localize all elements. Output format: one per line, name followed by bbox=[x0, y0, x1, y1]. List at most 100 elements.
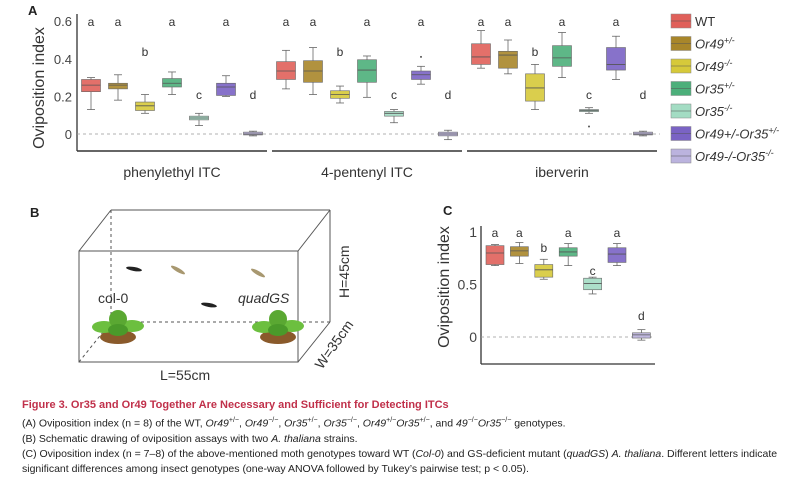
box-plot-item: d bbox=[438, 88, 458, 141]
caption-line: (C) Oviposition index (n = 7–8) of the a… bbox=[22, 447, 778, 475]
box-plot-item: d bbox=[243, 88, 263, 137]
plant-quadgs-icon bbox=[252, 310, 304, 344]
moth-icon bbox=[171, 265, 185, 275]
significance-letter: a bbox=[169, 15, 176, 29]
label-col-0: col-0 bbox=[98, 290, 129, 306]
box-plot-item: c bbox=[189, 88, 209, 126]
significance-letter: a bbox=[505, 15, 512, 29]
box-plot-item: d bbox=[633, 88, 653, 137]
significance-letter: b bbox=[532, 45, 539, 59]
label-quadgs: quadGS bbox=[238, 290, 290, 306]
significance-letter: a bbox=[223, 15, 230, 29]
legend-item: Or49+/-Or35+/- bbox=[670, 126, 779, 142]
box-plot-item: a bbox=[411, 15, 431, 85]
panel-label-b: B bbox=[30, 205, 40, 220]
y-tick-label: 0.5 bbox=[458, 277, 478, 293]
panel-b-schematic: col-0 quadGS L=55cm H=45cm W=35cm bbox=[78, 209, 356, 383]
y-axis-label: Oviposition index bbox=[436, 226, 453, 348]
legend-item: Or49+/- bbox=[670, 36, 735, 52]
box bbox=[606, 47, 626, 71]
box-plot-item: a bbox=[485, 226, 505, 267]
box bbox=[81, 79, 101, 93]
outlier-point bbox=[420, 55, 422, 58]
y-axis-label: Oviposition index bbox=[31, 27, 48, 149]
y-tick-label: 0 bbox=[65, 127, 72, 142]
box bbox=[583, 277, 602, 291]
panel-label-a: A bbox=[28, 3, 38, 18]
significance-letter: d bbox=[638, 309, 645, 323]
figure-caption: Figure 3. Or35 and Or49 Together Are Nec… bbox=[22, 398, 792, 477]
y-tick-label: 0.4 bbox=[54, 52, 72, 67]
box bbox=[162, 78, 182, 88]
y-tick-label: 0.6 bbox=[54, 14, 72, 29]
box bbox=[552, 45, 572, 67]
box-plot-item: a bbox=[558, 226, 578, 267]
box bbox=[243, 131, 263, 136]
legend-item: Or35+/- bbox=[670, 81, 735, 97]
box-plot-item: a bbox=[607, 226, 627, 267]
legend: WT Or49+/- Or49-/- Or35+/- Or35-/- Or49+/-Or3… bbox=[670, 13, 779, 164]
legend-label: Or35-/- bbox=[695, 103, 732, 119]
significance-letter: a bbox=[559, 15, 566, 29]
significance-letter: a bbox=[310, 15, 317, 29]
significance-letter: a bbox=[565, 226, 572, 240]
label-length: L=55cm bbox=[160, 367, 210, 383]
y-tick-label: 0 bbox=[469, 329, 477, 345]
box-plot-item: a bbox=[216, 15, 236, 97]
box bbox=[534, 264, 554, 278]
legend-item: Or49-/- bbox=[670, 58, 732, 74]
box-plot-item: a bbox=[303, 15, 323, 95]
panel-label-c: C bbox=[443, 203, 453, 218]
significance-letter: a bbox=[613, 15, 620, 29]
box bbox=[411, 70, 431, 80]
outlier-point bbox=[588, 125, 590, 128]
significance-letter: b bbox=[337, 45, 344, 59]
box-front-face bbox=[78, 250, 299, 363]
significance-letter: a bbox=[418, 15, 425, 29]
significance-letter: c bbox=[196, 88, 202, 102]
legend-label: Or49+/-Or35+/- bbox=[695, 126, 779, 142]
box-plot-item: b bbox=[135, 45, 155, 114]
label-width: W=35cm bbox=[311, 317, 356, 372]
caption-line: (A) Oviposition index (n = 8) of the WT,… bbox=[22, 417, 566, 430]
box bbox=[108, 82, 128, 90]
moth-icon bbox=[251, 268, 265, 278]
moth-icon bbox=[201, 302, 217, 308]
box-plot-item: c bbox=[579, 88, 599, 128]
box-plot-item: a bbox=[108, 15, 128, 101]
significance-letter: c bbox=[590, 264, 596, 278]
significance-letter: a bbox=[516, 226, 523, 240]
box-plot-item: a bbox=[498, 15, 518, 75]
box-plot-item: b bbox=[525, 45, 545, 110]
box bbox=[607, 247, 627, 263]
legend-label: Or49+/- bbox=[695, 36, 735, 52]
box-plot-item: a bbox=[276, 15, 296, 90]
box bbox=[357, 59, 377, 83]
figure-charts: 0 0.2 0.4 0.6 Oviposition index phenylethyl I… bbox=[31, 13, 779, 383]
box bbox=[471, 43, 491, 65]
box bbox=[485, 245, 505, 265]
legend-item: Or35-/- bbox=[670, 103, 732, 119]
panel-a-boxplot: 0 0.2 0.4 0.6 Oviposition index phenylethyl I… bbox=[31, 14, 660, 180]
label-height: H=45cm bbox=[336, 245, 352, 298]
significance-letter: d bbox=[445, 88, 452, 102]
panel-c-boxplot: 0 0.5 1 Oviposition index a a b a c a d bbox=[436, 224, 655, 365]
moth-icon bbox=[126, 266, 142, 272]
significance-letter: c bbox=[391, 88, 397, 102]
significance-letter: d bbox=[640, 88, 647, 102]
box bbox=[632, 332, 651, 339]
box-plot-item: a bbox=[510, 226, 529, 264]
group-label: iberverin bbox=[535, 164, 589, 180]
legend-label: Or35+/- bbox=[695, 81, 735, 97]
caption-line: (B) Schematic drawing of oviposition ass… bbox=[22, 432, 358, 445]
legend-item: Or49-/-Or35-/- bbox=[670, 148, 774, 164]
y-tick-label: 0.2 bbox=[54, 89, 72, 104]
significance-letter: a bbox=[614, 226, 621, 240]
caption-title: Figure 3. Or35 and Or49 Together Are Nec… bbox=[22, 399, 449, 411]
box bbox=[510, 246, 529, 257]
box-plot-item: b bbox=[534, 241, 554, 280]
group-label: phenylethyl ITC bbox=[123, 164, 220, 180]
box-plot-item: a bbox=[552, 15, 572, 78]
box bbox=[498, 50, 518, 69]
group-label: 4-pentenyl ITC bbox=[321, 164, 413, 180]
